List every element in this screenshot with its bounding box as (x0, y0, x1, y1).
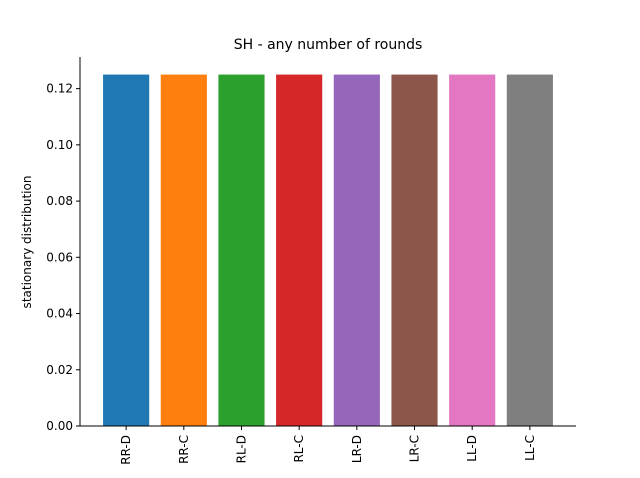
bar-lr-d (333, 74, 380, 427)
bar-rr-d (103, 74, 150, 427)
y-tick-label: 0.12 (46, 82, 73, 96)
x-tick-label: RR-C (177, 435, 191, 464)
y-axis-label: stationary distribution (20, 176, 34, 309)
y-tick-label: 0.10 (46, 138, 73, 152)
bar-rl-d (218, 74, 265, 427)
x-tick-label: LR-D (350, 435, 364, 463)
x-tick-label: RR-D (119, 435, 133, 465)
y-axis-ticks: 0.00 0.02 0.04 0.06 0.08 0.10 0.12 (46, 82, 80, 433)
x-tick-label: LL-D (465, 435, 479, 462)
x-tick-label: LR-C (408, 435, 422, 462)
y-tick-label: 0.04 (46, 307, 73, 321)
y-tick-label: 0.02 (46, 363, 73, 377)
x-tick-label: LL-C (523, 435, 537, 461)
x-axis-ticks: RR-D RR-C RL-D RL-C LR-D LR-C LL-D LL-C (119, 426, 537, 465)
chart-title: SH - any number of rounds (234, 37, 423, 53)
bars-group (103, 74, 553, 427)
y-tick-label: 0.06 (46, 250, 73, 264)
bar-rr-c (160, 74, 207, 427)
bar-rl-c (276, 74, 323, 427)
y-tick-label: 0.08 (46, 194, 73, 208)
x-tick-label: RL-D (234, 435, 248, 463)
x-tick-label: RL-C (292, 435, 306, 463)
bar-ll-d (449, 74, 496, 427)
bar-ll-c (506, 74, 553, 427)
y-tick-label: 0.00 (46, 419, 73, 433)
bar-lr-c (391, 74, 438, 427)
